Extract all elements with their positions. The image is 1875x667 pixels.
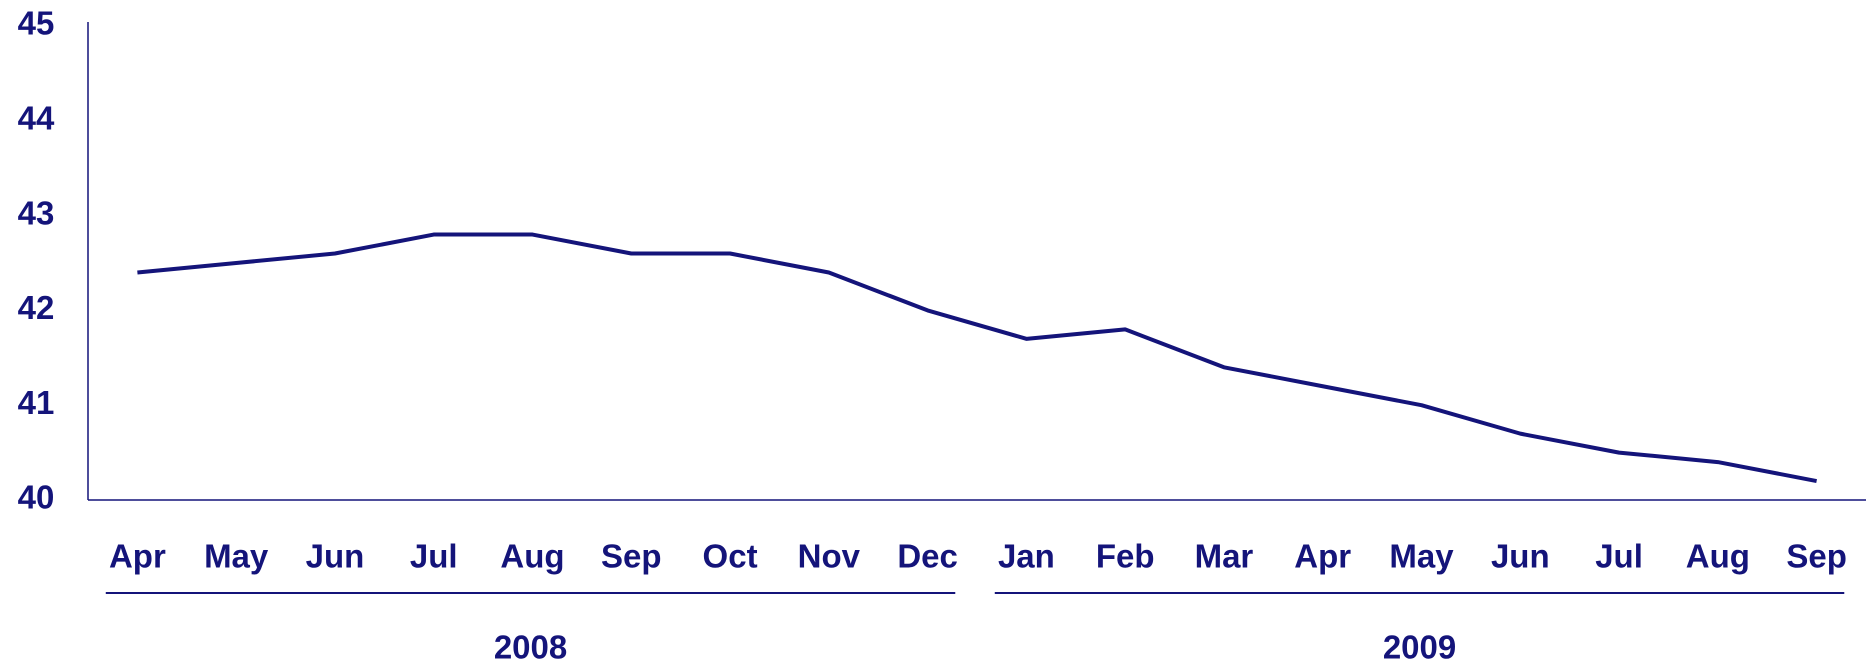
x-tick-label: Jul (1595, 538, 1643, 575)
y-tick-label: 40 (18, 479, 55, 516)
x-tick-label: Nov (798, 538, 861, 575)
y-tick-label: 45 (18, 5, 55, 42)
x-tick-label: Apr (109, 538, 166, 575)
x-tick-label: Oct (703, 538, 758, 575)
x-tick-label: May (1389, 538, 1454, 575)
y-tick-label: 41 (18, 384, 55, 421)
x-tick-label: Jun (1491, 538, 1550, 575)
data-line (137, 232, 1817, 484)
x-tick-label: Feb (1096, 538, 1155, 575)
x-tick-label: Dec (897, 538, 958, 575)
x-tick-label: May (204, 538, 269, 575)
y-tick-label: 42 (18, 289, 55, 326)
y-tick-label: 43 (18, 194, 55, 231)
x-tick-label: Aug (500, 538, 564, 575)
x-tick-label: Jan (998, 538, 1055, 575)
group-label: 2009 (1383, 629, 1456, 666)
x-tick-label: Jul (410, 538, 458, 575)
x-tick-label: Aug (1686, 538, 1750, 575)
y-tick-label: 44 (18, 100, 55, 137)
x-tick-label: Apr (1294, 538, 1351, 575)
x-tick-label: Sep (601, 538, 662, 575)
x-tick-label: Sep (1786, 538, 1847, 575)
x-tick-label: Jun (306, 538, 365, 575)
x-tick-label: Mar (1195, 538, 1254, 575)
group-label: 2008 (494, 629, 567, 666)
